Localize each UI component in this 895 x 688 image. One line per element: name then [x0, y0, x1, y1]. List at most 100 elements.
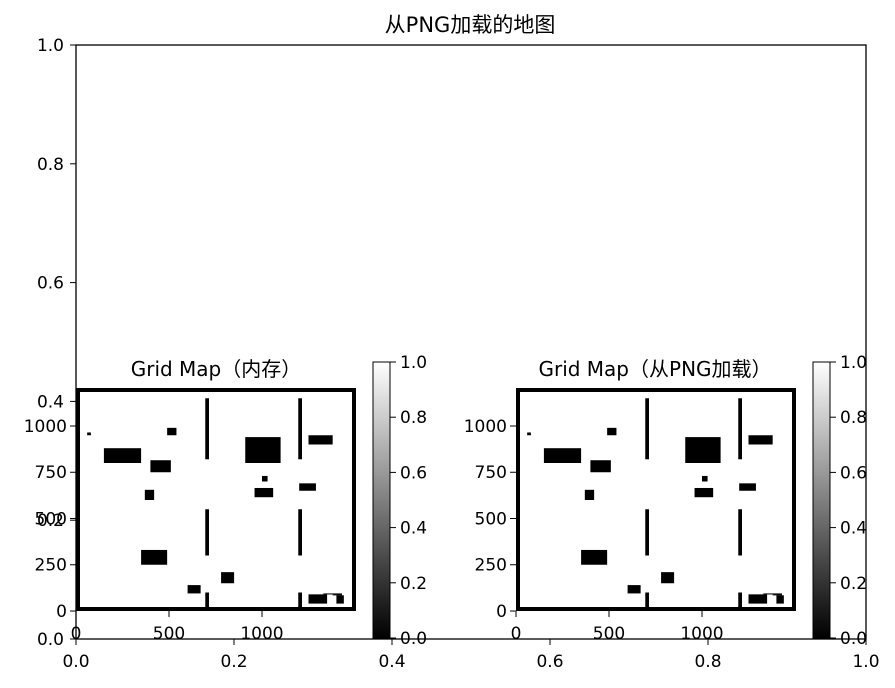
grid-map-png-title: Grid Map（从PNG加载） [538, 357, 771, 381]
obstacle-cell [738, 509, 742, 556]
colorbar-tick-label: 0.6 [400, 463, 427, 483]
obstacle-cell [739, 483, 756, 491]
main-x-tick-label: 1.0 [852, 652, 879, 672]
grid-map-memory-border [76, 388, 356, 611]
map-x-tick-label: 1000 [680, 624, 723, 644]
grid-map-memory-obstacles [87, 398, 344, 611]
main-axes: 0.0 0.2 0.4 0.6 0.8 1.0 0.0 0.2 0.4 0.6 0.8 1.0 [37, 36, 880, 672]
obstacle-cell [299, 483, 316, 491]
obstacle-cell [694, 487, 714, 498]
obstacle-cell [87, 432, 91, 436]
colorbar-tick-label: 1.0 [400, 353, 427, 373]
obstacle-cell [776, 595, 784, 604]
grid-map-memory-x-ticks: 0 500 1000 [71, 611, 284, 644]
grid-map-png-background [516, 389, 795, 611]
colorbar-tick-label: 0.4 [400, 519, 427, 539]
map-y-tick-label: 0 [496, 602, 507, 622]
colorbar-tick-label: 0.4 [840, 519, 867, 539]
obstacle-cell [748, 594, 768, 604]
obstacle-cell [298, 592, 302, 611]
main-y-tick-label: 0.8 [37, 155, 64, 175]
obstacle-cell [772, 594, 782, 596]
obstacle-cell [323, 593, 342, 595]
colorbar-png-ticks: 0.0 0.2 0.4 0.6 0.8 1.0 [830, 353, 867, 649]
map-y-tick-label: 500 [35, 509, 67, 529]
obstacle-cell [245, 437, 281, 463]
grid-map-png-y-ticks: 0 250 500 750 1000 [464, 417, 516, 622]
obstacle-cell [748, 435, 773, 445]
obstacle-cell [527, 432, 531, 436]
obstacle-cell [308, 435, 333, 445]
obstacle-cell [150, 460, 171, 473]
grid-map-png-x-ticks: 0 500 1000 [511, 611, 724, 644]
main-x-tick-label: 0.2 [220, 652, 247, 672]
map-y-tick-label: 250 [35, 556, 67, 576]
obstacle-cell [685, 437, 721, 463]
obstacle-cell [645, 509, 649, 556]
obstacle-cell [103, 448, 142, 463]
obstacle-cell [308, 594, 328, 604]
obstacle-cell [205, 592, 209, 611]
main-y-tick-label: 0.6 [37, 274, 64, 294]
obstacle-cell [336, 595, 344, 604]
obstacle-cell [763, 593, 782, 595]
obstacle-cell [332, 594, 342, 596]
obstacle-cell [262, 475, 268, 482]
grid-map-png-colorbar: 0.0 0.2 0.4 0.6 0.8 1.0 [812, 353, 867, 649]
map-x-tick-label: 500 [153, 624, 185, 644]
obstacle-cell [141, 549, 168, 565]
colorbar-tick-label: 0.2 [840, 574, 867, 594]
main-x-tick-label: 0.0 [62, 652, 89, 672]
map-x-tick-label: 0 [71, 624, 82, 644]
obstacle-cell [738, 592, 742, 611]
map-y-tick-label: 1000 [24, 417, 67, 437]
figure-title: 从PNG加载的地图 [385, 13, 556, 37]
obstacle-cell [254, 487, 274, 498]
main-x-ticks: 0.0 0.2 0.4 0.6 0.8 1.0 [62, 639, 880, 672]
colorbar-png-gradient [812, 361, 831, 639]
obstacle-cell [627, 585, 641, 594]
map-y-tick-label: 1000 [464, 417, 507, 437]
obstacle-cell [144, 489, 155, 500]
grid-map-png-obstacles [527, 398, 784, 611]
main-axes-frame [75, 44, 867, 640]
colorbar-memory-ticks: 0.0 0.2 0.4 0.6 0.8 1.0 [390, 353, 427, 649]
obstacle-cell [590, 460, 611, 473]
colorbar-tick-label: 0.6 [840, 463, 867, 483]
main-x-tick-label: 0.8 [694, 652, 721, 672]
map-x-tick-label: 0 [511, 624, 522, 644]
grid-map-memory-axes: Grid Map（内存） 0 500 1000 0 250 500 750 1000 [24, 357, 356, 644]
colorbar-tick-label: 1.0 [840, 353, 867, 373]
obstacle-cell [738, 398, 742, 460]
map-y-tick-label: 750 [35, 463, 67, 483]
map-x-tick-label: 1000 [240, 624, 283, 644]
grid-map-memory-y-ticks: 0 250 500 750 1000 [24, 417, 76, 622]
colorbar-tick-label: 0.2 [400, 574, 427, 594]
obstacle-cell [702, 475, 708, 482]
main-y-tick-label: 0.0 [37, 630, 64, 650]
map-y-tick-label: 500 [475, 509, 507, 529]
grid-map-png-axes: Grid Map（从PNG加载） 0 500 1000 0 250 500 750 1000 [464, 357, 796, 644]
main-x-tick-label: 0.4 [378, 652, 405, 672]
obstacle-cell [661, 572, 675, 584]
grid-map-memory-colorbar: 0.0 0.2 0.4 0.6 0.8 1.0 [372, 353, 427, 649]
obstacle-cell [581, 549, 608, 565]
obstacle-cell [221, 572, 235, 584]
colorbar-tick-label: 0.0 [840, 629, 867, 649]
main-y-tick-label: 0.2 [37, 511, 64, 531]
obstacle-cell [187, 585, 201, 594]
colorbar-tick-label: 0.8 [840, 408, 867, 428]
main-y-tick-label: 1.0 [37, 36, 64, 56]
obstacle-cell [298, 398, 302, 460]
colorbar-memory-gradient [372, 361, 391, 639]
main-y-tick-label: 0.4 [37, 392, 64, 412]
colorbar-tick-label: 0.0 [400, 629, 427, 649]
obstacle-cell [543, 448, 582, 463]
obstacle-cell [645, 592, 649, 611]
obstacle-cell [584, 489, 595, 500]
obstacle-cell [205, 509, 209, 556]
map-y-tick-label: 0 [56, 602, 67, 622]
grid-map-memory-title: Grid Map（内存） [131, 357, 302, 381]
grid-map-png-border [516, 388, 796, 611]
